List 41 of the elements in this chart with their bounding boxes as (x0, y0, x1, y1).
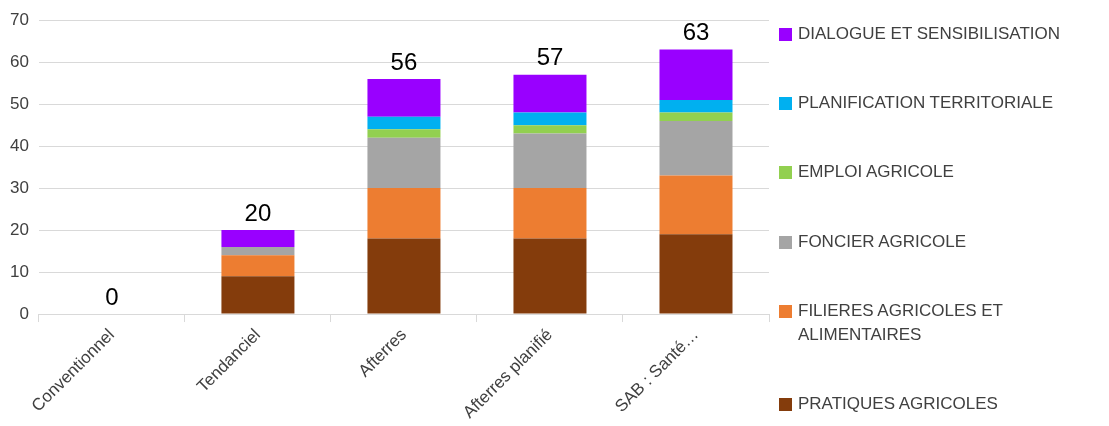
y-tick-label: 50 (9, 93, 29, 113)
legend-label: DIALOGUE ET SENSIBILISATION (798, 23, 1060, 45)
total-label: 20 (244, 198, 272, 226)
y-tick-label: 0 (19, 303, 29, 323)
bar (221, 255, 295, 277)
legend-label: PLANIFICATION TERRITORIALE (798, 92, 1054, 115)
bar (659, 175, 733, 235)
bar (367, 188, 441, 239)
bar (513, 74, 587, 113)
legend-label: EMPLOI AGRICOLE (798, 161, 954, 184)
bar (659, 49, 733, 100)
bar (513, 238, 587, 314)
y-tick-label: 30 (9, 177, 29, 197)
bar (221, 276, 295, 314)
bar (513, 125, 587, 134)
bar (221, 230, 295, 247)
bar (367, 137, 441, 189)
legend-label: PRATIQUES AGRICOLES (798, 392, 998, 415)
y-tick-label: 40 (9, 135, 29, 155)
y-tick-label: 60 (9, 51, 29, 71)
legend-label: FONCIER AGRICOLE (798, 230, 967, 253)
bar (221, 246, 295, 256)
bar (513, 133, 587, 189)
total-label: 57 (536, 43, 564, 71)
bar (367, 238, 441, 314)
total-label: 0 (105, 282, 119, 310)
total-label: 63 (682, 18, 710, 46)
bar (513, 188, 587, 239)
total-label: 56 (390, 47, 418, 75)
bar (513, 112, 587, 126)
bar (659, 120, 733, 176)
bar (367, 78, 441, 117)
bar (659, 234, 733, 314)
bar (367, 129, 441, 138)
bar (659, 99, 733, 113)
y-tick-label: 20 (9, 219, 29, 239)
y-tick-label: 10 (9, 261, 29, 281)
legend-label: FILIERES AGRICOLES ET ALIMENTAIRES (798, 299, 1004, 346)
bar (367, 116, 441, 130)
y-tick-label: 70 (9, 9, 29, 29)
bar (659, 112, 733, 121)
